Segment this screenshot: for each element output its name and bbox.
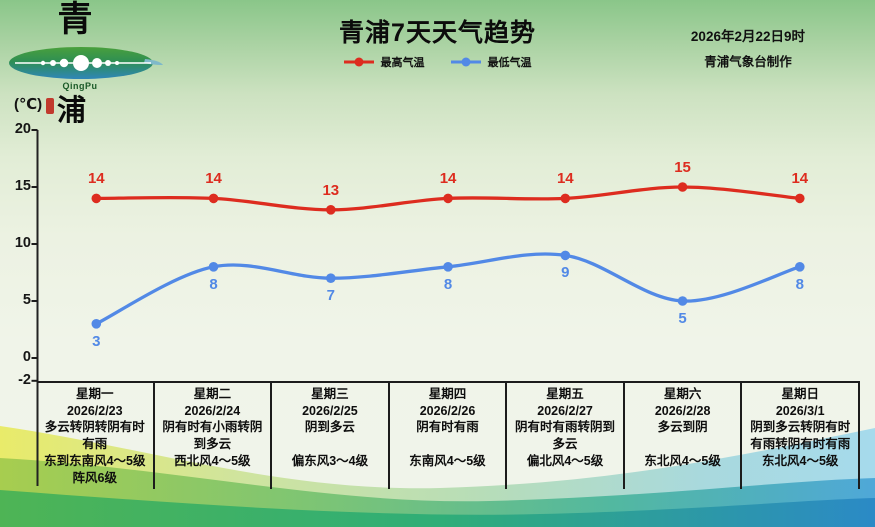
data-point-label: 8 [209, 275, 218, 293]
day-wind: 东北风4～5级 [762, 454, 839, 468]
producer-credit: 青浦气象台制作 [704, 55, 792, 69]
y-tick-label: 20 [14, 121, 31, 137]
forecast-table: 星期一 2026/2/23 多云转阴转阴有时有雨 东到东南风4～5级阵风6级 星期二 20… [37, 381, 860, 489]
day-name: 星期二 [193, 387, 232, 401]
logo-red-seal [46, 98, 54, 114]
day-weather: 阴到多云 [304, 420, 355, 434]
day-date: 2026/2/23 [66, 403, 123, 418]
day-date: 2026/2/25 [302, 403, 358, 418]
day-wind: 西北风4～5级 [174, 454, 251, 468]
day-weather: 阴有时有雨 [416, 420, 479, 434]
logo-romanized-name: QingPu [62, 81, 98, 91]
day-date: 2026/2/27 [537, 403, 593, 418]
day-date: 2026/2/28 [654, 403, 711, 418]
day-name: 星期五 [546, 387, 584, 401]
data-point-label: 7 [326, 287, 335, 305]
day-wind: 东到东南风4～5级阵风6级 [44, 454, 146, 485]
y-tick-label: 5 [22, 292, 31, 308]
data-point-label: 9 [561, 264, 570, 282]
day-weather: 阴有时有小雨转阴到多云 [162, 420, 263, 451]
legend-label-high: 最高气温 [380, 57, 425, 69]
forecast-day-cell-1: 星期一 2026/2/23 多云转阴转阴有时有雨 东到东南风4～5级阵风6级 [37, 383, 155, 489]
day-date: 2026/2/24 [184, 403, 241, 418]
day-wind: 东南风4～5级 [409, 454, 486, 468]
forecast-day-cell-6: 星期六 2026/2/28 多云到阴东北风4～5级 [625, 383, 743, 489]
y-axis-unit: (℃) [14, 96, 43, 113]
data-point-label: 5 [678, 310, 687, 327]
issue-datetime: 2026年2月22日9时 [690, 29, 805, 44]
day-name: 星期一 [76, 387, 114, 401]
day-weather: 阴到多云转阴有时有雨转阴有时有雨 [750, 420, 851, 451]
legend-label-low: 最低气温 [487, 57, 532, 69]
y-tick-label: 0 [22, 349, 31, 365]
legend-item-high-temp: 最高气温 [343, 54, 425, 70]
day-wind: 偏东风3～4级 [291, 454, 369, 468]
issue-info: 2026年2月22日9时 青浦气象台制作 [691, 25, 805, 70]
forecast-day-cell-3: 星期三 2026/2/25 阴到多云偏东风3～4级 [272, 383, 390, 489]
day-date: 2026/3/1 [775, 403, 825, 418]
data-point-label: 3 [92, 332, 101, 350]
day-name: 星期六 [663, 387, 702, 401]
y-tick-label: 15 [14, 178, 31, 194]
day-date: 2026/2/26 [419, 403, 476, 418]
logo-top-character: 青 [57, 0, 93, 39]
page-title: 青浦7天天气趋势 [339, 19, 536, 47]
logo-bottom-character: 浦 [57, 95, 87, 127]
data-point-label: 14 [556, 170, 574, 188]
day-name: 星期四 [428, 387, 467, 401]
forecast-day-cell-2: 星期二 2026/2/24 阴有时有小雨转阴到多云西北风4～5级 [155, 383, 273, 489]
day-wind: 偏北风4～5级 [526, 454, 604, 468]
high-temp-marker-icon [343, 57, 374, 67]
day-weather: 多云到阴 [657, 420, 708, 434]
data-point-label: 8 [443, 275, 453, 293]
day-weather: 多云转阴转阴有时有雨 [44, 420, 145, 451]
logo-brush-stroke-icon [9, 47, 163, 79]
day-name: 星期三 [311, 387, 349, 401]
data-point-label: 14 [205, 170, 222, 188]
forecast-day-cell-5: 星期五 2026/2/27 阴有时有雨转阴到多云偏北风4～5级 [507, 383, 625, 489]
y-tick-label: 10 [14, 235, 31, 251]
data-point-label: 13 [322, 181, 340, 199]
legend-item-low-temp: 最低气温 [450, 54, 532, 70]
day-weather: 阴有时有雨转阴到多云 [515, 420, 616, 451]
data-point-label: 15 [674, 159, 691, 176]
data-point-label: 14 [87, 170, 105, 188]
day-wind: 东北风4～5级 [644, 454, 721, 468]
y-tick-label: -2 [18, 371, 31, 388]
forecast-day-cell-7: 星期日 2026/3/1 阴到多云转阴有时有雨转阴有时有雨东北风4～5级 [742, 383, 860, 489]
data-point-label: 14 [439, 170, 457, 188]
chart-legend: 最高气温 最低气温 [0, 54, 875, 70]
qingpu-logo: 青 QingPu 浦 [0, 0, 170, 127]
forecast-day-cell-4: 星期四 2026/2/26 阴有时有雨东南风4～5级 [390, 383, 508, 489]
data-point-label: 14 [791, 170, 809, 188]
day-name: 星期日 [781, 387, 819, 401]
low-temp-marker-icon [450, 57, 481, 67]
data-point-label: 8 [795, 275, 804, 293]
